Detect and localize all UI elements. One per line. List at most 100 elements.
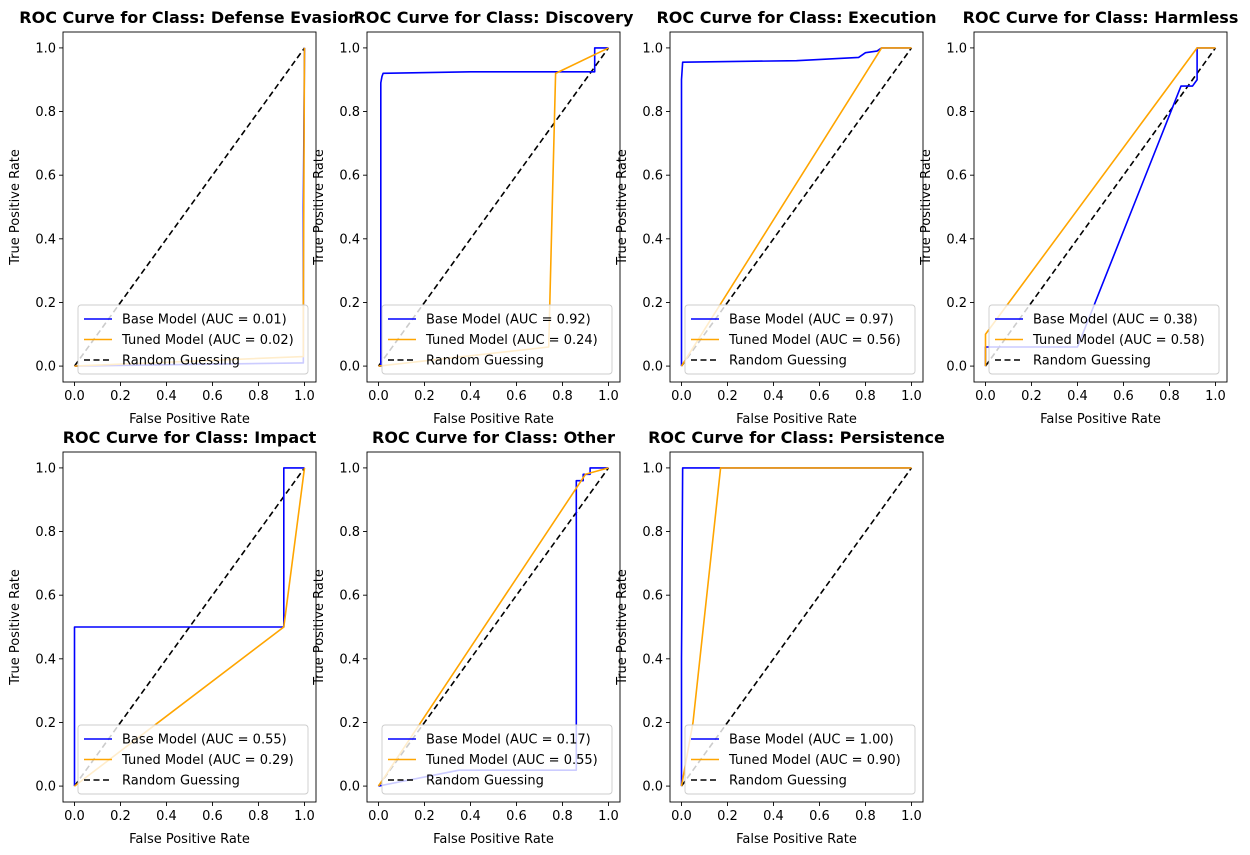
y-axis-label: True Positive Rate	[8, 569, 23, 686]
x-tick-label: 0.8	[855, 389, 876, 404]
y-tick-label: 0.2	[339, 296, 360, 311]
legend-label: Base Model (AUC = 0.01)	[122, 313, 287, 328]
legend: Base Model (AUC = 0.01) Tuned Model (AUC …	[77, 304, 309, 375]
x-axis-label: False Positive Rate	[129, 412, 250, 427]
y-tick-label: 1.0	[642, 461, 663, 476]
chart-title: ROC Curve for Class: Discovery	[354, 8, 635, 27]
x-axis-label: False Positive Rate	[736, 412, 857, 427]
y-tick-label: 0.4	[35, 232, 56, 247]
x-tick-label: 0.0	[64, 809, 85, 824]
roc-chart-0: ROC Curve for Class: Defense Evasion 0.0 0…	[8, 8, 360, 427]
y-tick-label: 0.8	[946, 105, 967, 120]
x-tick-label: 0.8	[552, 389, 573, 404]
y-tick-label: 0.6	[642, 589, 663, 604]
y-axis-label: True Positive Rate	[919, 149, 934, 266]
x-tick-label: 0.4	[460, 809, 481, 824]
x-tick-label: 0.4	[1067, 389, 1088, 404]
x-tick-label: 0.6	[202, 389, 223, 404]
y-tick-label: 0.2	[35, 716, 56, 731]
legend-label: Random Guessing	[729, 354, 847, 369]
roc-chart-3: ROC Curve for Class: Harmless 0.0 0.0 0.2 0.…	[919, 8, 1238, 427]
y-tick-label: 0.6	[35, 169, 56, 184]
y-axis-label: True Positive Rate	[312, 569, 327, 686]
y-tick-label: 0.8	[642, 525, 663, 540]
y-tick-label: 0.0	[35, 360, 56, 375]
axes-frame	[669, 451, 924, 803]
y-tick-label: 0.4	[642, 652, 663, 667]
legend-box	[77, 304, 309, 375]
x-tick-label: 0.6	[506, 809, 527, 824]
chart-title: ROC Curve for Class: Harmless	[963, 8, 1239, 27]
x-tick-label: 0.0	[64, 389, 85, 404]
legend: Base Model (AUC = 0.55) Tuned Model (AUC …	[77, 724, 309, 795]
random-guess-line	[73, 47, 306, 367]
y-tick-label: 0.8	[35, 105, 56, 120]
legend-label: Tuned Model (AUC = 0.29)	[121, 753, 294, 768]
x-tick-label: 0.0	[671, 809, 692, 824]
x-tick-label: 1.0	[598, 809, 619, 824]
x-tick-label: 0.0	[975, 389, 996, 404]
y-tick-label: 0.8	[339, 105, 360, 120]
chart-title: ROC Curve for Class: Impact	[63, 428, 317, 447]
y-tick-label: 1.0	[35, 461, 56, 476]
y-tick-label: 1.0	[35, 41, 56, 56]
x-tick-label: 1.0	[294, 809, 315, 824]
y-tick-label: 0.4	[35, 652, 56, 667]
legend-label: Random Guessing	[1033, 354, 1151, 369]
x-tick-label: 0.0	[368, 389, 389, 404]
legend-box	[684, 304, 916, 375]
tuned-model-curve	[377, 467, 609, 787]
y-tick-label: 1.0	[946, 41, 967, 56]
y-tick-label: 0.6	[339, 589, 360, 604]
axes-frame	[366, 31, 621, 383]
legend-label: Random Guessing	[426, 774, 544, 789]
x-tick-label: 0.8	[248, 809, 269, 824]
x-axis-label: False Positive Rate	[433, 412, 554, 427]
roc-chart-5: ROC Curve for Class: Other 0.0 0.0 0.2 0.2 0.…	[312, 428, 621, 847]
y-tick-label: 0.0	[642, 360, 663, 375]
y-tick-label: 0.0	[35, 780, 56, 795]
y-tick-label: 0.8	[339, 525, 360, 540]
y-axis-label: True Positive Rate	[8, 149, 23, 266]
y-tick-label: 0.0	[642, 780, 663, 795]
legend-label: Base Model (AUC = 0.38)	[1033, 313, 1198, 328]
roc-chart-6: ROC Curve for Class: Persistence 0.0 0.0 0.…	[615, 428, 945, 847]
tuned-model-curve	[984, 47, 1216, 367]
legend-label: Base Model (AUC = 0.55)	[122, 733, 287, 748]
y-tick-label: 0.6	[35, 589, 56, 604]
legend-label: Tuned Model (AUC = 0.02)	[121, 333, 294, 348]
x-axis-label: False Positive Rate	[129, 832, 250, 847]
legend-box	[684, 724, 916, 795]
x-tick-label: 0.2	[717, 389, 738, 404]
x-tick-label: 0.2	[110, 809, 131, 824]
legend: Base Model (AUC = 0.92) Tuned Model (AUC …	[381, 304, 613, 375]
x-tick-label: 0.8	[855, 809, 876, 824]
legend: Base Model (AUC = 1.00) Tuned Model (AUC …	[684, 724, 916, 795]
legend-label: Tuned Model (AUC = 0.58)	[1032, 333, 1205, 348]
x-tick-label: 0.6	[202, 809, 223, 824]
x-tick-label: 0.2	[110, 389, 131, 404]
y-tick-label: 1.0	[339, 461, 360, 476]
y-tick-label: 1.0	[339, 41, 360, 56]
y-tick-label: 0.4	[339, 232, 360, 247]
legend-box	[988, 304, 1220, 375]
y-tick-label: 0.4	[642, 232, 663, 247]
legend: Base Model (AUC = 0.97) Tuned Model (AUC …	[684, 304, 916, 375]
base-model-curve	[378, 47, 609, 367]
random-guess-line	[377, 47, 610, 367]
x-tick-label: 0.2	[717, 809, 738, 824]
random-guess-line	[984, 47, 1217, 367]
y-tick-label: 0.6	[642, 169, 663, 184]
y-tick-label: 0.2	[946, 296, 967, 311]
axes-frame	[669, 31, 924, 383]
y-tick-label: 0.0	[339, 780, 360, 795]
roc-chart-2: ROC Curve for Class: Execution 0.0 0.0 0.2 0…	[615, 8, 937, 427]
x-tick-label: 0.2	[414, 809, 435, 824]
chart-title: ROC Curve for Class: Other	[372, 428, 615, 447]
legend-label: Tuned Model (AUC = 0.55)	[425, 753, 598, 768]
y-tick-label: 1.0	[642, 41, 663, 56]
random-guess-line	[73, 467, 306, 787]
x-tick-label: 0.6	[809, 809, 830, 824]
legend-label: Base Model (AUC = 0.92)	[426, 313, 591, 328]
x-tick-label: 0.6	[809, 389, 830, 404]
